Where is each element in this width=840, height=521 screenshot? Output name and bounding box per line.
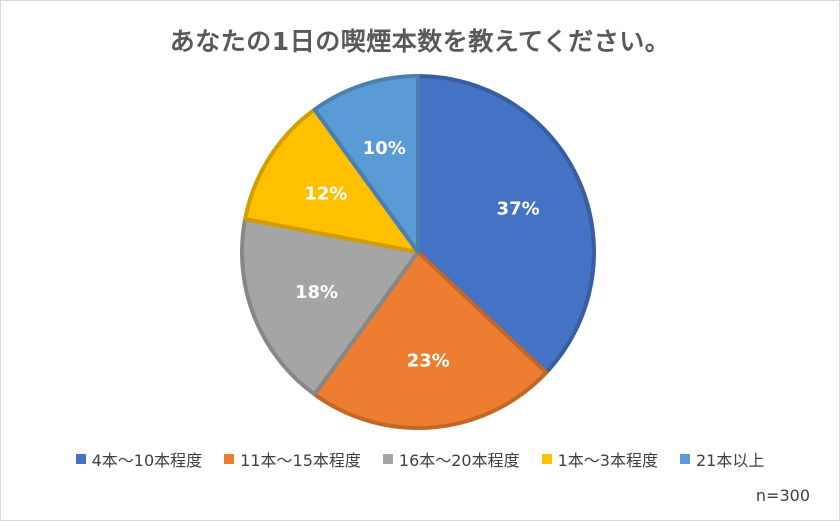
legend-item-1: 11本～15本程度 <box>224 447 361 471</box>
pie-slice-3 <box>243 107 420 254</box>
sample-size-note: n=300 <box>755 486 810 505</box>
legend-swatch-0 <box>75 454 86 464</box>
legend-label-0: 4本～10本程度 <box>91 451 203 470</box>
pie-slice-4 <box>312 74 420 254</box>
pie-slice-2 <box>240 217 420 397</box>
legend-item-3: 1本～3本程度 <box>541 447 658 471</box>
legend-item-2: 16本～20本程度 <box>382 447 520 471</box>
chart-title: あなたの1日の喫煙本数を教えてください。 <box>169 27 671 56</box>
slice-label-4: 10% <box>363 138 406 159</box>
pie-slice-0 <box>416 74 596 375</box>
slice-label-1: 23% <box>407 351 450 372</box>
legend-label-1: 11本～15本程度 <box>240 451 361 470</box>
slice-label-0: 37% <box>497 199 540 220</box>
legend-label-4: 21本以上 <box>696 451 765 470</box>
legend-item-0: 4本～10本程度 <box>75 447 203 471</box>
slice-label-2: 18% <box>295 282 338 303</box>
legend: 4本～10本程度 11本～15本程度 16本～20本程度 1本～3本程度 21本… <box>0 447 840 471</box>
legend-label-2: 16本～20本程度 <box>398 451 520 470</box>
legend-label-3: 1本～3本程度 <box>557 451 658 470</box>
legend-swatch-4 <box>680 454 690 464</box>
legend-swatch-3 <box>541 454 552 464</box>
pie-slice-1 <box>312 250 549 430</box>
legend-item-4: 21本以上 <box>680 447 764 471</box>
slice-label-3: 12% <box>304 184 347 205</box>
legend-swatch-1 <box>224 454 235 464</box>
legend-swatch-2 <box>382 454 393 464</box>
